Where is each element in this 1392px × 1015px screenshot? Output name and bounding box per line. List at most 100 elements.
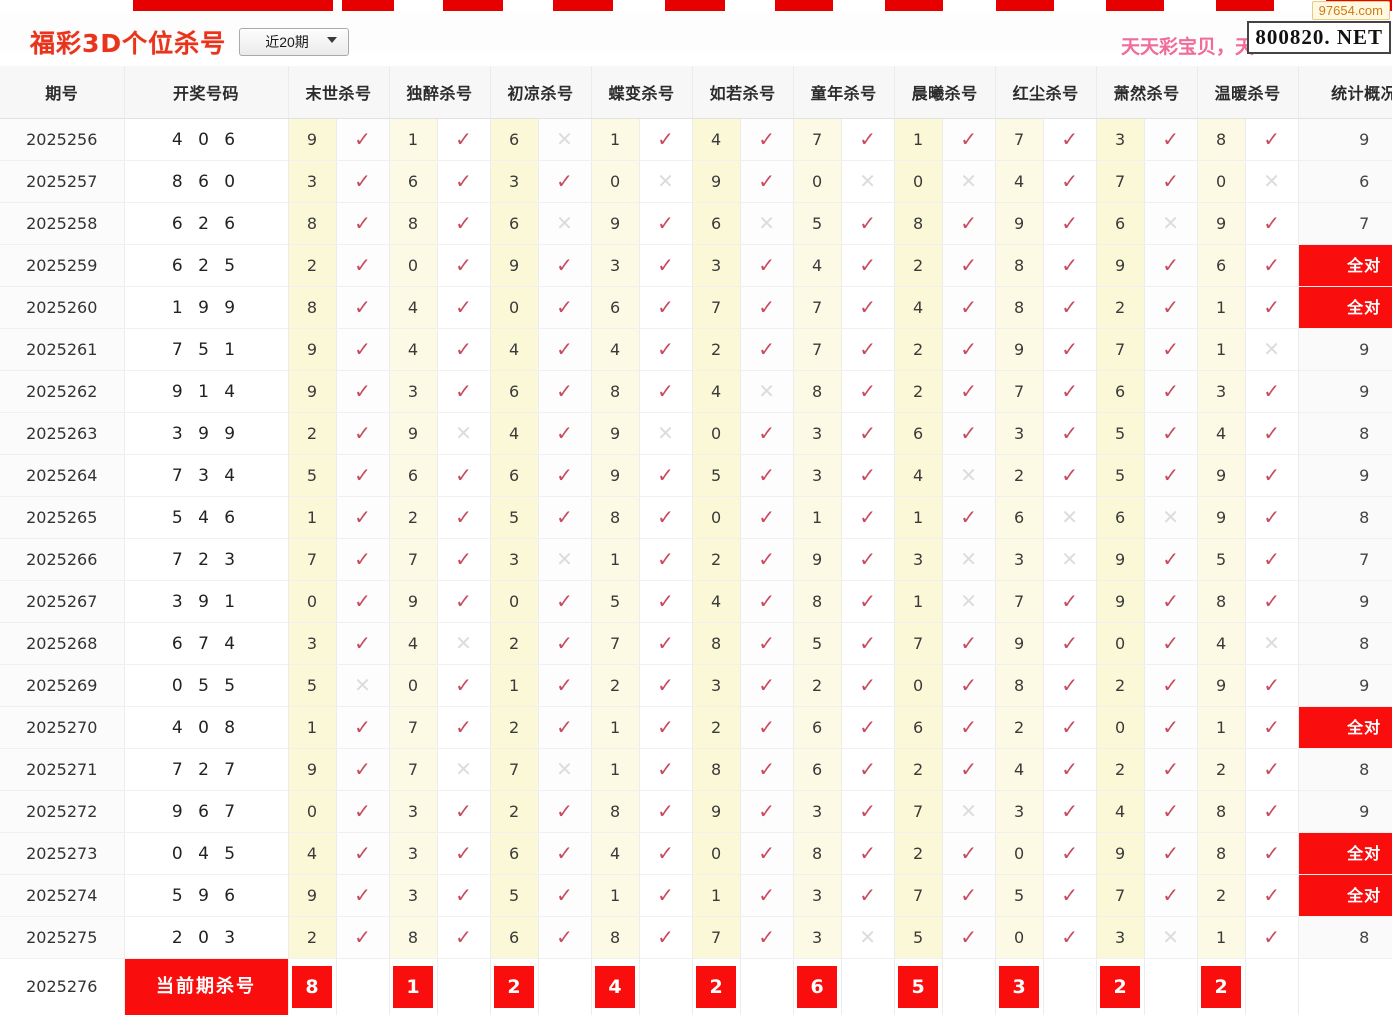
cell-kill-result: ✓ <box>841 328 895 371</box>
cell-kill-number: 8 <box>995 664 1044 707</box>
cell-kill-result: ✓ <box>1144 748 1198 791</box>
cell-kill-result: ✕ <box>639 412 693 455</box>
cell-kill-number: 0 <box>490 286 539 329</box>
header-expert-5: 如若杀号 <box>692 66 794 119</box>
check-icon: ✓ <box>758 168 775 193</box>
cell-kill-result: ✓ <box>740 118 794 161</box>
cell-kill-result: ✓ <box>1245 580 1299 623</box>
cell-kill-result: ✓ <box>942 412 996 455</box>
cell-kill-number: 2 <box>995 454 1044 497</box>
cell-kill-result: ✓ <box>942 370 996 413</box>
cell-kill-result: ✕ <box>437 748 491 791</box>
cell-kill-number: 9 <box>995 202 1044 245</box>
cell-kill-number: 3 <box>995 412 1044 455</box>
cell-kill-number: 6 <box>490 916 539 959</box>
header-expert-8: 红尘杀号 <box>995 66 1097 119</box>
cell-kill-result: ✓ <box>437 874 491 917</box>
cell-kill-number: 2 <box>1096 664 1145 707</box>
cell-kill-number: 5 <box>793 622 842 665</box>
cell-kill-number: 2 <box>692 706 741 749</box>
cell-stat: 8 <box>1298 748 1392 791</box>
cell-kill-number: 2 <box>1197 748 1246 791</box>
cell-kill-result: ✓ <box>1245 748 1299 791</box>
check-icon: ✓ <box>859 378 876 403</box>
cell-kill-number: 8 <box>793 370 842 413</box>
cell-kill-result: ✓ <box>942 706 996 749</box>
cell-kill-result: ✓ <box>1144 538 1198 581</box>
table-row: 2025259 6 2 5 2 ✓ 0 ✓ 9 ✓ 3 ✓ 3 ✓ 4 ✓ 2 ✓ 8 ✓ 9 ✓ 6 ✓ 全对 <box>0 244 1392 287</box>
cell-kill-number: 9 <box>692 790 741 833</box>
cell-stat: 8 <box>1298 622 1392 665</box>
cell-kill-result: ✓ <box>1043 580 1097 623</box>
chevron-down-icon <box>327 37 337 43</box>
check-icon: ✓ <box>657 378 674 403</box>
check-icon: ✓ <box>758 882 775 907</box>
table-row: 2025271 7 2 7 9 ✓ 7 ✕ 7 ✕ 1 ✓ 8 ✓ 6 ✓ 2 ✓ 4 ✓ 2 ✓ 2 ✓ 8 <box>0 748 1392 791</box>
period-range-select[interactable]: 近20期 <box>239 28 349 56</box>
cell-kill-number: 4 <box>490 412 539 455</box>
cell-current-stat <box>1298 958 1392 1015</box>
table-header: 期号 开奖号码 末世杀号 独醉杀号 初凉杀号 蝶变杀号 如若杀号 童年杀号 晨曦杀号 红尘杀号… <box>0 66 1392 119</box>
header-expert-2: 独醉杀号 <box>389 66 491 119</box>
cell-kill-result: ✓ <box>1245 202 1299 245</box>
check-icon: ✓ <box>1263 756 1281 781</box>
cross-icon: ✕ <box>960 168 977 193</box>
current-kill-chip: 1 <box>393 965 434 1008</box>
check-icon: ✓ <box>354 462 371 487</box>
check-icon: ✓ <box>960 924 977 949</box>
check-icon: ✓ <box>960 252 977 277</box>
cell-kill-number: 4 <box>389 328 438 371</box>
check-icon: ✓ <box>859 672 876 697</box>
check-icon: ✓ <box>1162 168 1180 193</box>
check-icon: ✓ <box>758 840 775 865</box>
cell-kill-result: ✓ <box>336 706 390 749</box>
cell-kill-result: ✕ <box>942 160 996 203</box>
cell-kill-result: ✓ <box>841 790 895 833</box>
cell-open-code: 5 9 6 <box>124 874 289 917</box>
check-icon: ✓ <box>455 882 472 907</box>
cell-kill-number: 9 <box>591 454 640 497</box>
check-icon: ✓ <box>758 420 775 445</box>
cell-kill-number: 8 <box>591 790 640 833</box>
check-icon: ✓ <box>657 672 674 697</box>
check-icon: ✓ <box>1061 210 1078 235</box>
cell-open-code: 7 5 1 <box>124 328 289 371</box>
cell-kill-number: 3 <box>894 538 943 581</box>
cell-kill-result: ✕ <box>1144 202 1198 245</box>
cell-kill-result: ✕ <box>1245 160 1299 203</box>
cell-kill-number: 6 <box>490 118 539 161</box>
cell-open-code: 2 0 3 <box>124 916 289 959</box>
check-icon: ✓ <box>758 672 775 697</box>
cell-kill-result: ✓ <box>639 244 693 287</box>
cell-kill-number: 0 <box>1096 706 1145 749</box>
cell-kill-number: 1 <box>894 496 943 539</box>
cell-kill-number: 7 <box>389 538 438 581</box>
cell-kill-number: 2 <box>894 370 943 413</box>
cell-kill-result: ✓ <box>841 580 895 623</box>
cell-current-blank <box>639 958 693 1015</box>
cell-kill-number: 7 <box>1096 874 1145 917</box>
current-kill-chip: 6 <box>797 965 838 1008</box>
cell-kill-number: 6 <box>1096 202 1145 245</box>
table-row: 2025257 8 6 0 3 ✓ 6 ✓ 3 ✓ 0 ✕ 9 ✓ 0 ✕ 0 ✕ 4 ✓ 7 ✓ 0 ✕ 6 <box>0 160 1392 203</box>
cell-kill-number: 2 <box>1197 874 1246 917</box>
check-icon: ✓ <box>758 126 775 151</box>
check-icon: ✓ <box>758 924 775 949</box>
cell-kill-number: 7 <box>793 286 842 329</box>
cell-kill-number: 2 <box>894 328 943 371</box>
cell-kill-number: 1 <box>591 706 640 749</box>
cell-kill-result: ✓ <box>1144 454 1198 497</box>
cell-kill-number: 9 <box>1096 244 1145 287</box>
check-icon: ✓ <box>960 840 977 865</box>
check-icon: ✓ <box>455 336 472 361</box>
top-tab-segment <box>443 0 503 11</box>
cell-kill-result: ✓ <box>1245 664 1299 707</box>
cell-kill-result: ✓ <box>639 370 693 413</box>
cell-kill-number: 2 <box>1096 286 1145 329</box>
cell-kill-number: 2 <box>288 916 337 959</box>
current-kill-chip: 2 <box>1100 965 1141 1008</box>
cell-kill-result: ✓ <box>1144 286 1198 329</box>
cell-kill-number: 7 <box>692 286 741 329</box>
cell-kill-number: 8 <box>995 286 1044 329</box>
domain-box: 800820. NET <box>1247 21 1391 54</box>
